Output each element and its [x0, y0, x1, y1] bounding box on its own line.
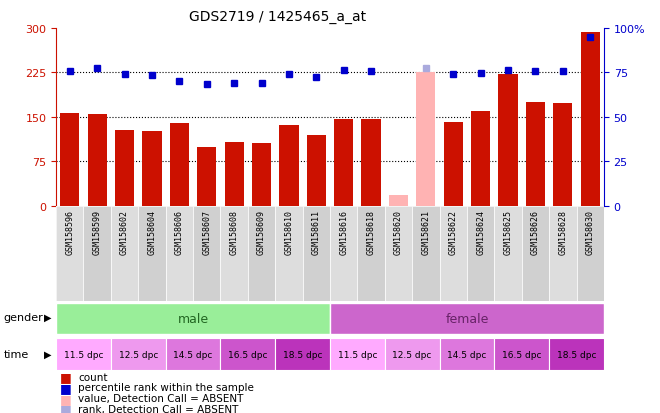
Bar	[362, 119, 381, 206]
Text: ▶: ▶	[44, 349, 51, 359]
Bar	[88, 115, 107, 206]
Bar	[279, 126, 298, 206]
Text: value, Detection Call = ABSENT: value, Detection Call = ABSENT	[78, 393, 244, 403]
Bar	[334, 120, 353, 206]
Text: GSM158596: GSM158596	[65, 209, 75, 254]
Text: 14.5 dpc: 14.5 dpc	[447, 350, 486, 358]
Text: GSM158608: GSM158608	[230, 209, 239, 254]
Bar	[220, 339, 275, 370]
Bar	[275, 339, 330, 370]
Text: GSM158606: GSM158606	[175, 209, 184, 254]
Text: GSM158621: GSM158621	[421, 209, 430, 254]
Bar	[358, 206, 385, 301]
Bar	[549, 339, 604, 370]
Bar	[166, 339, 220, 370]
Bar	[440, 206, 467, 301]
Bar	[494, 339, 549, 370]
Text: ▶: ▶	[44, 312, 51, 322]
Text: GDS2719 / 1425465_a_at: GDS2719 / 1425465_a_at	[189, 10, 366, 24]
Bar	[138, 206, 166, 301]
Text: GSM158625: GSM158625	[504, 209, 513, 254]
Bar	[220, 206, 248, 301]
Text: rank, Detection Call = ABSENT: rank, Detection Call = ABSENT	[78, 404, 238, 413]
Bar	[498, 75, 517, 206]
Bar	[166, 206, 193, 301]
Bar	[60, 114, 79, 206]
Bar	[444, 122, 463, 206]
Text: GSM158628: GSM158628	[558, 209, 568, 254]
Bar	[248, 206, 275, 301]
Bar	[307, 135, 326, 206]
Bar	[275, 206, 302, 301]
Bar	[111, 339, 166, 370]
Text: ■: ■	[59, 402, 71, 413]
Bar	[193, 206, 220, 301]
Text: GSM158610: GSM158610	[284, 209, 294, 254]
Bar	[224, 142, 244, 206]
Text: ■: ■	[59, 370, 71, 383]
Text: percentile rank within the sample: percentile rank within the sample	[78, 382, 253, 392]
Bar	[494, 206, 521, 301]
Bar	[56, 304, 330, 335]
Bar	[111, 206, 138, 301]
Text: ■: ■	[59, 381, 71, 394]
Text: 16.5 dpc: 16.5 dpc	[228, 350, 267, 358]
Text: gender: gender	[3, 312, 43, 322]
Bar	[252, 144, 271, 206]
Bar	[526, 103, 545, 206]
Text: count: count	[78, 372, 108, 382]
Text: 18.5 dpc: 18.5 dpc	[557, 350, 596, 358]
Text: 16.5 dpc: 16.5 dpc	[502, 350, 541, 358]
Bar	[440, 339, 494, 370]
Bar	[170, 123, 189, 206]
Bar	[389, 196, 408, 206]
Bar	[330, 339, 385, 370]
Text: time: time	[3, 349, 28, 359]
Text: GSM158618: GSM158618	[366, 209, 376, 254]
Bar	[581, 33, 600, 206]
Bar	[549, 206, 577, 301]
Bar	[553, 104, 572, 206]
Text: GSM158626: GSM158626	[531, 209, 540, 254]
Text: 12.5 dpc: 12.5 dpc	[393, 350, 432, 358]
Text: 14.5 dpc: 14.5 dpc	[174, 350, 213, 358]
Text: male: male	[178, 313, 209, 325]
Bar	[197, 147, 216, 206]
Bar	[412, 206, 440, 301]
Bar	[385, 206, 412, 301]
Bar	[56, 339, 111, 370]
Bar	[56, 206, 83, 301]
Bar	[385, 339, 440, 370]
Text: ■: ■	[59, 392, 71, 405]
Bar	[143, 131, 162, 206]
Text: GSM158599: GSM158599	[92, 209, 102, 254]
Text: GSM158607: GSM158607	[202, 209, 211, 254]
Text: GSM158630: GSM158630	[585, 209, 595, 254]
Bar	[83, 206, 111, 301]
Bar	[467, 206, 494, 301]
Bar	[521, 206, 549, 301]
Text: 11.5 dpc: 11.5 dpc	[64, 350, 103, 358]
Text: 11.5 dpc: 11.5 dpc	[338, 350, 377, 358]
Bar	[302, 206, 330, 301]
Text: 18.5 dpc: 18.5 dpc	[283, 350, 322, 358]
Text: GSM158616: GSM158616	[339, 209, 348, 254]
Text: GSM158624: GSM158624	[476, 209, 485, 254]
Text: GSM158604: GSM158604	[147, 209, 156, 254]
Bar	[416, 73, 436, 206]
Bar	[115, 131, 134, 206]
Text: GSM158602: GSM158602	[120, 209, 129, 254]
Bar	[471, 112, 490, 206]
Text: GSM158611: GSM158611	[312, 209, 321, 254]
Text: GSM158620: GSM158620	[394, 209, 403, 254]
Text: 12.5 dpc: 12.5 dpc	[119, 350, 158, 358]
Bar	[330, 304, 604, 335]
Text: GSM158609: GSM158609	[257, 209, 266, 254]
Bar	[330, 206, 358, 301]
Text: GSM158622: GSM158622	[449, 209, 458, 254]
Bar	[577, 206, 604, 301]
Text: female: female	[446, 313, 488, 325]
